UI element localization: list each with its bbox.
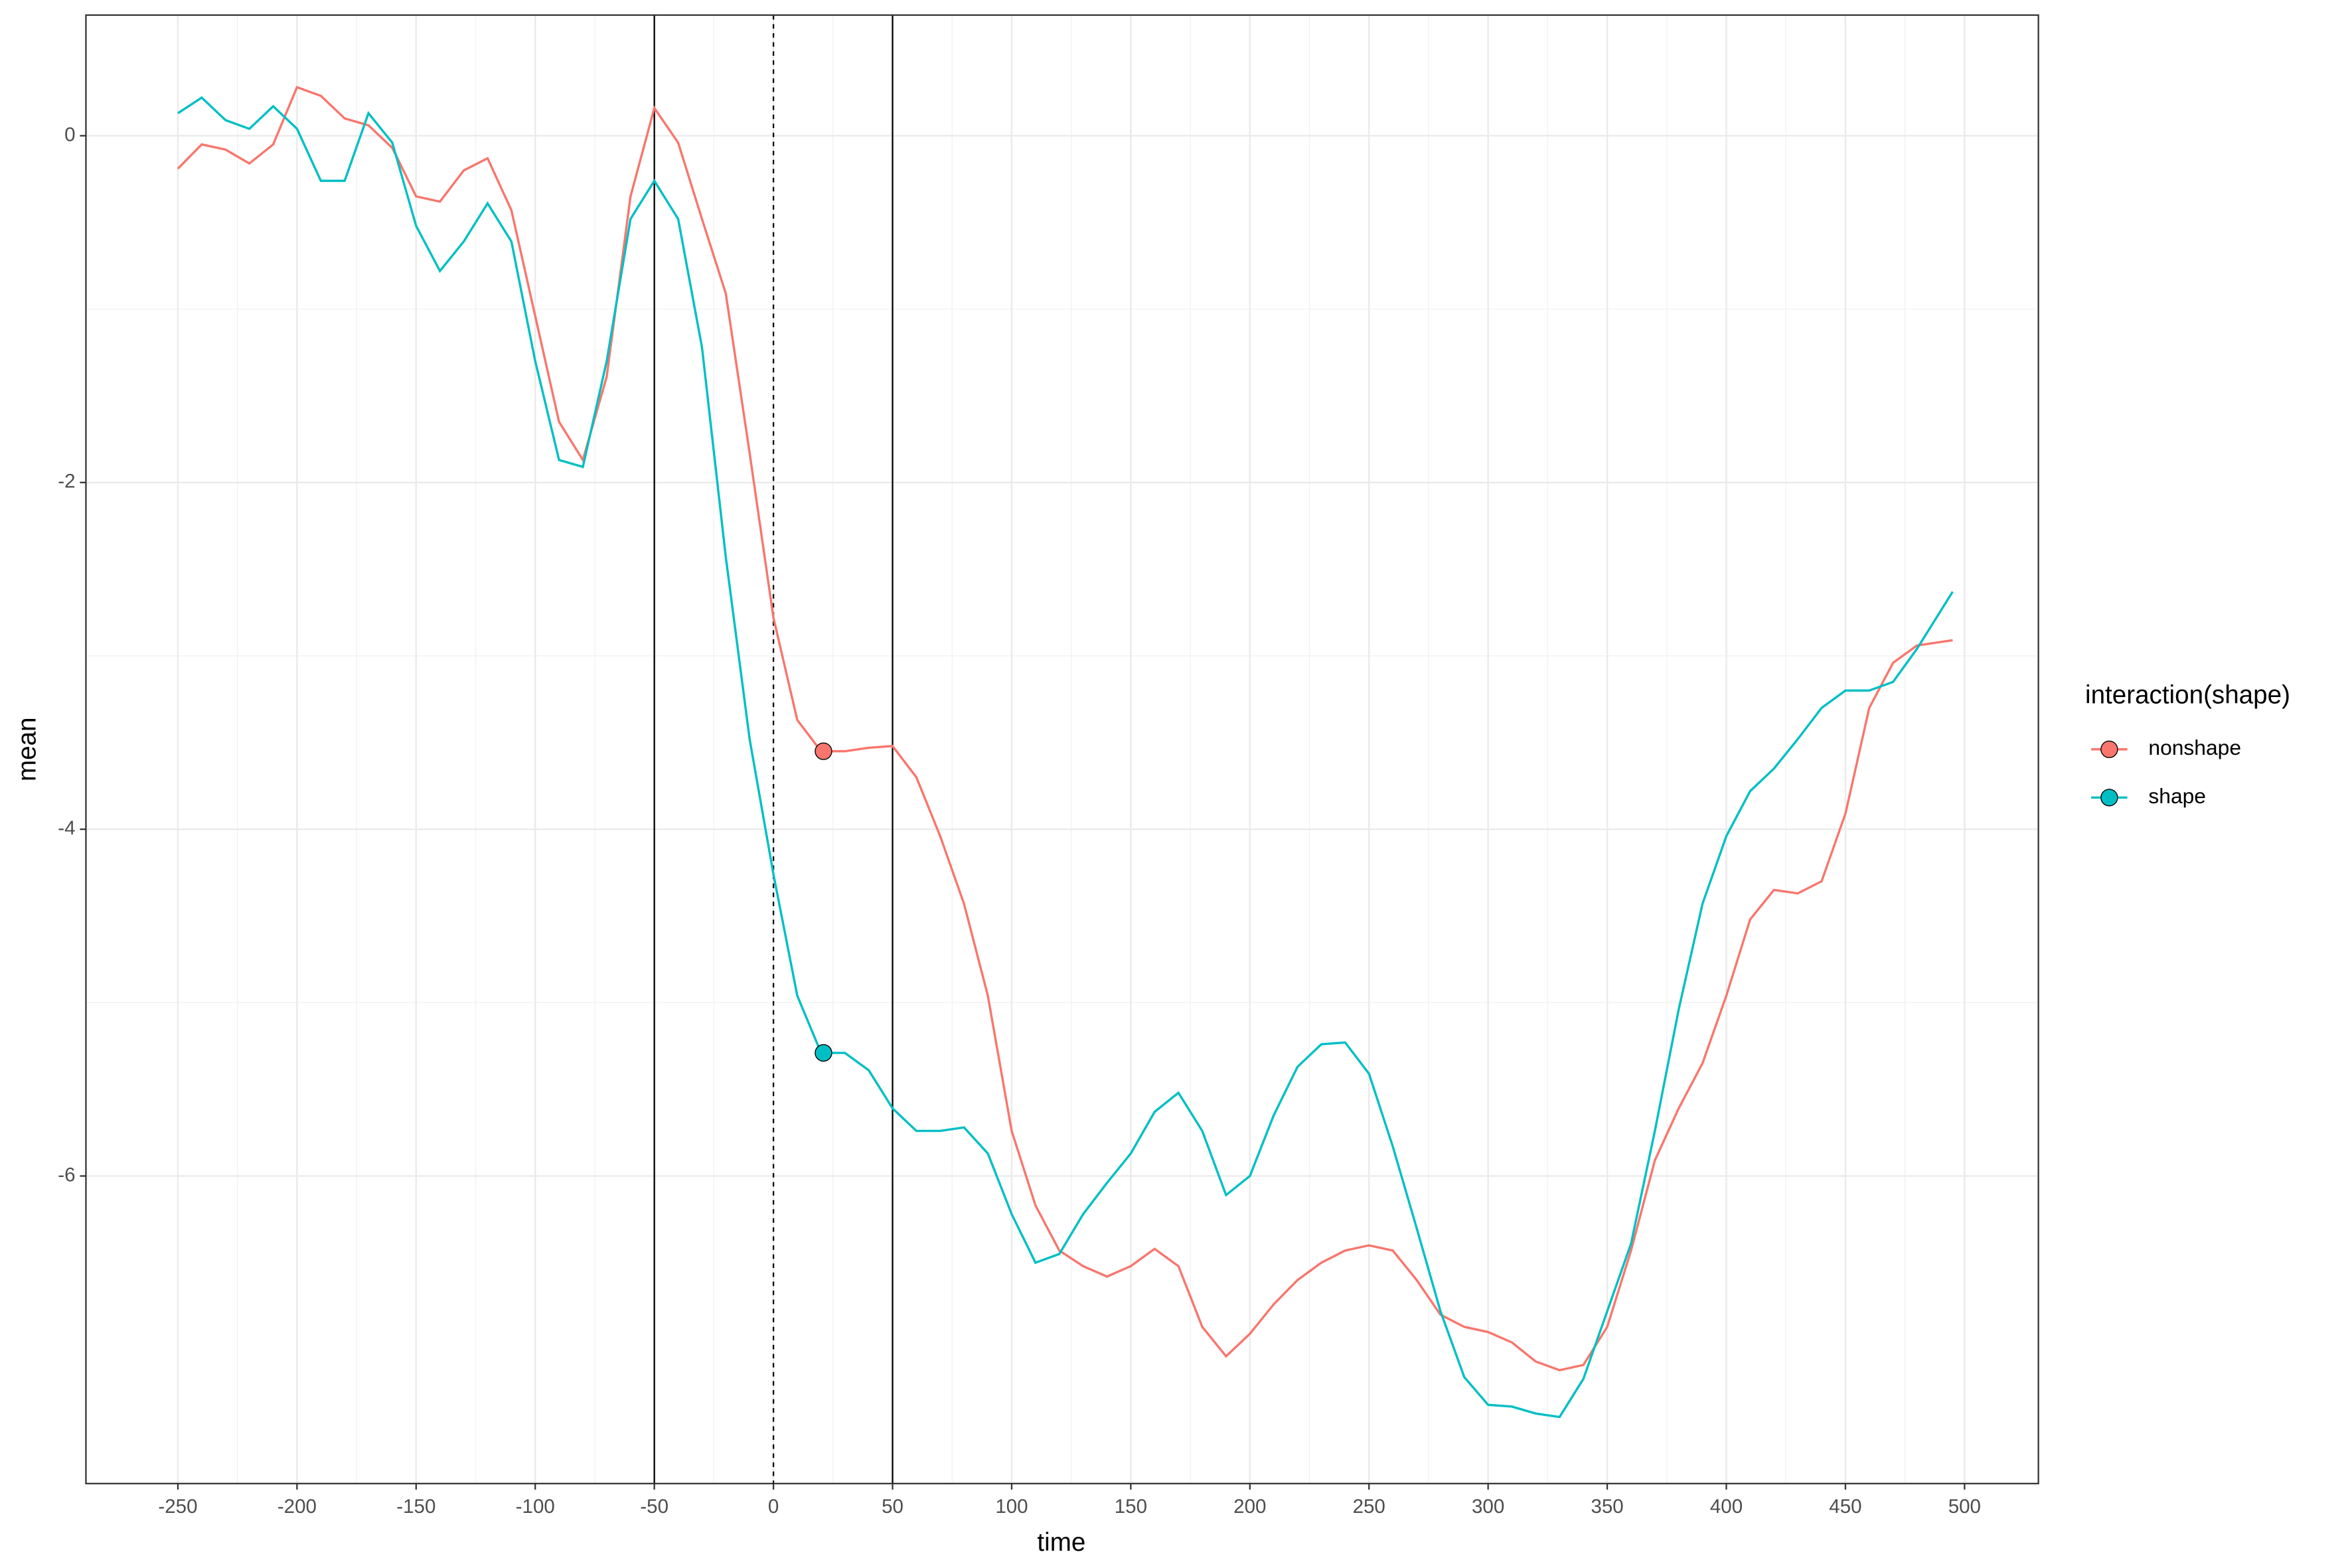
x-tick-label: 350 — [1591, 1496, 1623, 1518]
x-tick-label: 250 — [1353, 1496, 1385, 1518]
legend-title: interaction(shape) — [2085, 680, 2290, 709]
y-tick-label: 0 — [64, 123, 75, 145]
y-axis-label: mean — [13, 717, 41, 781]
x-tick-label: 150 — [1115, 1496, 1147, 1518]
grid — [86, 15, 2039, 1484]
x-tick-label: 50 — [882, 1496, 903, 1518]
x-tick-label: -250 — [158, 1496, 197, 1518]
y-tick-label: -6 — [58, 1164, 75, 1186]
x-axis-label: time — [1037, 1528, 1085, 1557]
x-tick-label: 200 — [1233, 1496, 1266, 1518]
panel-border — [85, 14, 2039, 1484]
legend-key-point — [2100, 740, 2118, 758]
plot — [177, 15, 1954, 1484]
x-tick-label: -150 — [396, 1496, 435, 1518]
x-tick-label: 300 — [1472, 1496, 1504, 1518]
x-tick-label: 400 — [1710, 1496, 1743, 1518]
legend-key-point — [2100, 789, 2118, 807]
series-line — [177, 96, 1954, 1419]
x-tick-label: 450 — [1829, 1496, 1861, 1518]
series-line — [177, 86, 1953, 1372]
x-tick-label: 100 — [995, 1496, 1028, 1518]
x-tick-label: -200 — [277, 1496, 317, 1518]
y-tick-label: -4 — [58, 817, 75, 839]
x-tick-label: -100 — [516, 1496, 555, 1518]
point-marker — [815, 1044, 832, 1062]
x-tick-label: 500 — [1948, 1496, 1981, 1518]
legend-label: shape — [2148, 784, 2206, 808]
x-tick-label: 0 — [768, 1496, 779, 1518]
x-tick-label: -50 — [640, 1496, 668, 1518]
legend-label: nonshape — [2148, 736, 2241, 759]
y-tick-label: -2 — [58, 471, 75, 493]
point-marker — [815, 742, 832, 760]
